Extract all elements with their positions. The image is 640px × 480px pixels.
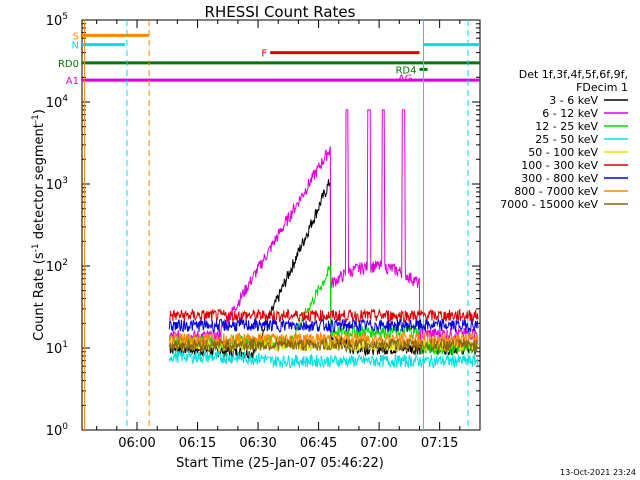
x-tick-label: 06:00 [118, 436, 155, 451]
y-axis-label-part3: ) [32, 109, 47, 114]
flag-bar-label: F [261, 49, 267, 60]
legend-label: 3 - 6 keV [549, 94, 598, 107]
legend-label: 50 - 100 keV [528, 146, 598, 159]
flag-bars: SNFRD0RD4AGA1 [58, 31, 480, 87]
x-axis-label: Start Time (25-Jan-07 05:46:22) [176, 456, 384, 471]
y-axis-label-sup1: -1 [31, 243, 41, 252]
y-axis-label-part1: Count Rate (s [32, 252, 47, 341]
legend-label: 12 - 25 keV [535, 120, 598, 133]
series-line [168, 109, 479, 344]
legend: Det 1f,3f,4f,5f,6f,9f, FDecim 1 3 - 6 ke… [500, 68, 628, 211]
legend-label: 7000 - 15000 keV [500, 198, 598, 211]
flag-bar-label: A1 [66, 76, 79, 87]
y-tick-label: 105 [46, 12, 68, 29]
footer-timestamp: 13-Oct-2021 23:24 [560, 468, 636, 477]
y-tick-label: 102 [46, 258, 68, 275]
y-axis-label: Count Rate (s-1 detector segment-1) [31, 109, 47, 341]
series-line [169, 308, 479, 324]
series-lines [168, 109, 479, 370]
legend-label: 800 - 7000 keV [514, 185, 598, 198]
x-axis: 06:00 06:15 06:30 06:45 07:00 07:15 [96, 20, 461, 451]
y-tick-label: 104 [46, 94, 69, 111]
x-tick-label: 06:30 [239, 436, 276, 451]
y-tick-label: 100 [46, 422, 69, 439]
series-line [168, 350, 479, 370]
legend-header-line1: Det 1f,3f,4f,5f,6f,9f, [519, 68, 628, 81]
y-axis-label-sup2: -1 [31, 114, 41, 123]
y-tick-label: 103 [46, 176, 68, 193]
y-axis-label-part2: detector segment [32, 123, 47, 243]
series-line [168, 179, 479, 360]
x-tick-label: 06:45 [300, 436, 337, 451]
legend-label: 300 - 800 keV [521, 172, 598, 185]
legend-header-line2: FDecim 1 [576, 81, 628, 94]
legend-label: 25 - 50 keV [535, 133, 598, 146]
series-line [168, 337, 479, 353]
legend-label: 100 - 300 keV [521, 159, 598, 172]
x-tick-label: 06:15 [179, 436, 216, 451]
legend-label: 6 - 12 keV [542, 107, 598, 120]
flag-bar-label: S [73, 31, 79, 42]
flag-bar-label: RD0 [58, 59, 79, 70]
plot-frame [81, 19, 481, 431]
y-tick-label: 101 [46, 340, 68, 357]
x-tick-label: 07:15 [421, 436, 458, 451]
chart-title: RHESSI Count Rates [205, 3, 356, 21]
x-tick-label: 07:00 [360, 436, 397, 451]
flag-bar-label: N [72, 41, 79, 52]
flag-bar-label: RD4 [395, 65, 416, 76]
series-line [168, 318, 479, 334]
